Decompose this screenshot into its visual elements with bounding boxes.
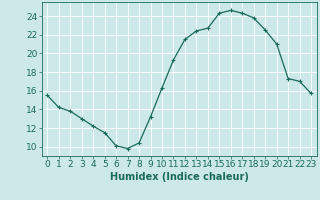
- X-axis label: Humidex (Indice chaleur): Humidex (Indice chaleur): [110, 172, 249, 182]
